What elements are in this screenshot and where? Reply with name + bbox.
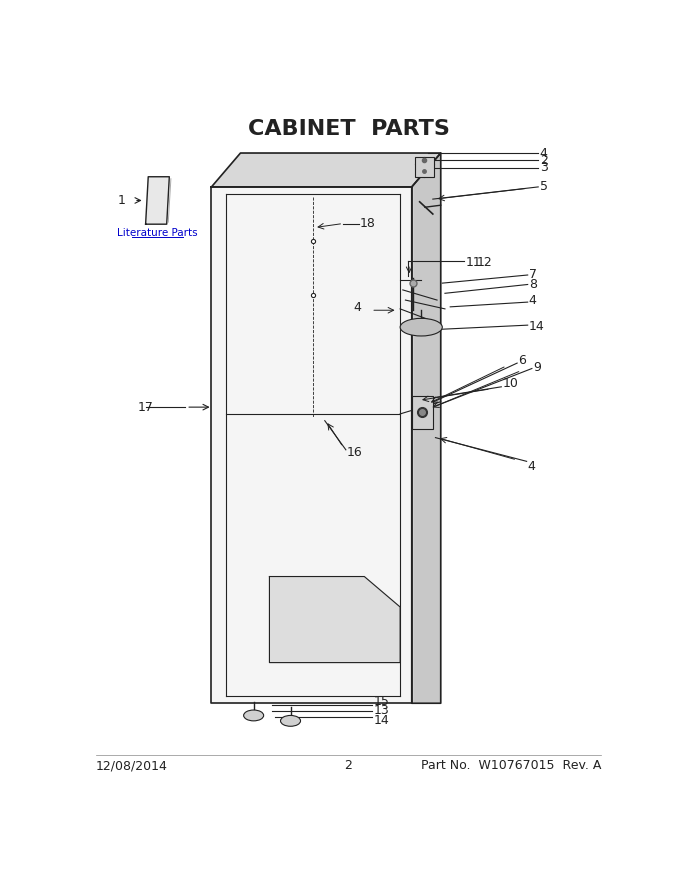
Text: 4: 4 (528, 459, 536, 473)
Text: 6: 6 (518, 354, 526, 367)
Text: 15: 15 (373, 695, 389, 708)
Polygon shape (412, 153, 441, 703)
Text: 2: 2 (345, 759, 352, 772)
FancyBboxPatch shape (412, 396, 432, 429)
Text: 13: 13 (373, 704, 389, 717)
Text: 10: 10 (503, 377, 519, 390)
Text: 9: 9 (533, 361, 541, 374)
Ellipse shape (243, 710, 264, 721)
Ellipse shape (281, 715, 301, 726)
Text: 18: 18 (360, 217, 376, 230)
Text: 8: 8 (529, 278, 537, 291)
Text: 12/08/2014: 12/08/2014 (95, 759, 167, 772)
Text: 17: 17 (137, 400, 154, 414)
Text: 5: 5 (540, 180, 548, 194)
FancyBboxPatch shape (415, 158, 434, 178)
Text: Literature Parts: Literature Parts (118, 228, 198, 238)
Polygon shape (269, 576, 400, 663)
Ellipse shape (400, 319, 442, 336)
Text: 11: 11 (466, 256, 481, 269)
Text: CABINET  PARTS: CABINET PARTS (248, 120, 449, 139)
Text: 1: 1 (117, 194, 125, 207)
Text: 4: 4 (354, 301, 362, 314)
Text: 14: 14 (529, 320, 545, 333)
Polygon shape (146, 177, 169, 224)
Text: 4: 4 (540, 147, 547, 159)
Text: 12: 12 (477, 256, 493, 269)
Polygon shape (211, 187, 412, 703)
Text: 14: 14 (373, 714, 389, 727)
Text: 4: 4 (529, 294, 537, 307)
Text: 3: 3 (540, 161, 547, 174)
Text: 7: 7 (529, 268, 537, 282)
Text: 2: 2 (540, 154, 547, 167)
Text: Part No.  W10767015  Rev. A: Part No. W10767015 Rev. A (421, 759, 602, 772)
Text: 16: 16 (347, 446, 362, 459)
Polygon shape (211, 153, 441, 187)
